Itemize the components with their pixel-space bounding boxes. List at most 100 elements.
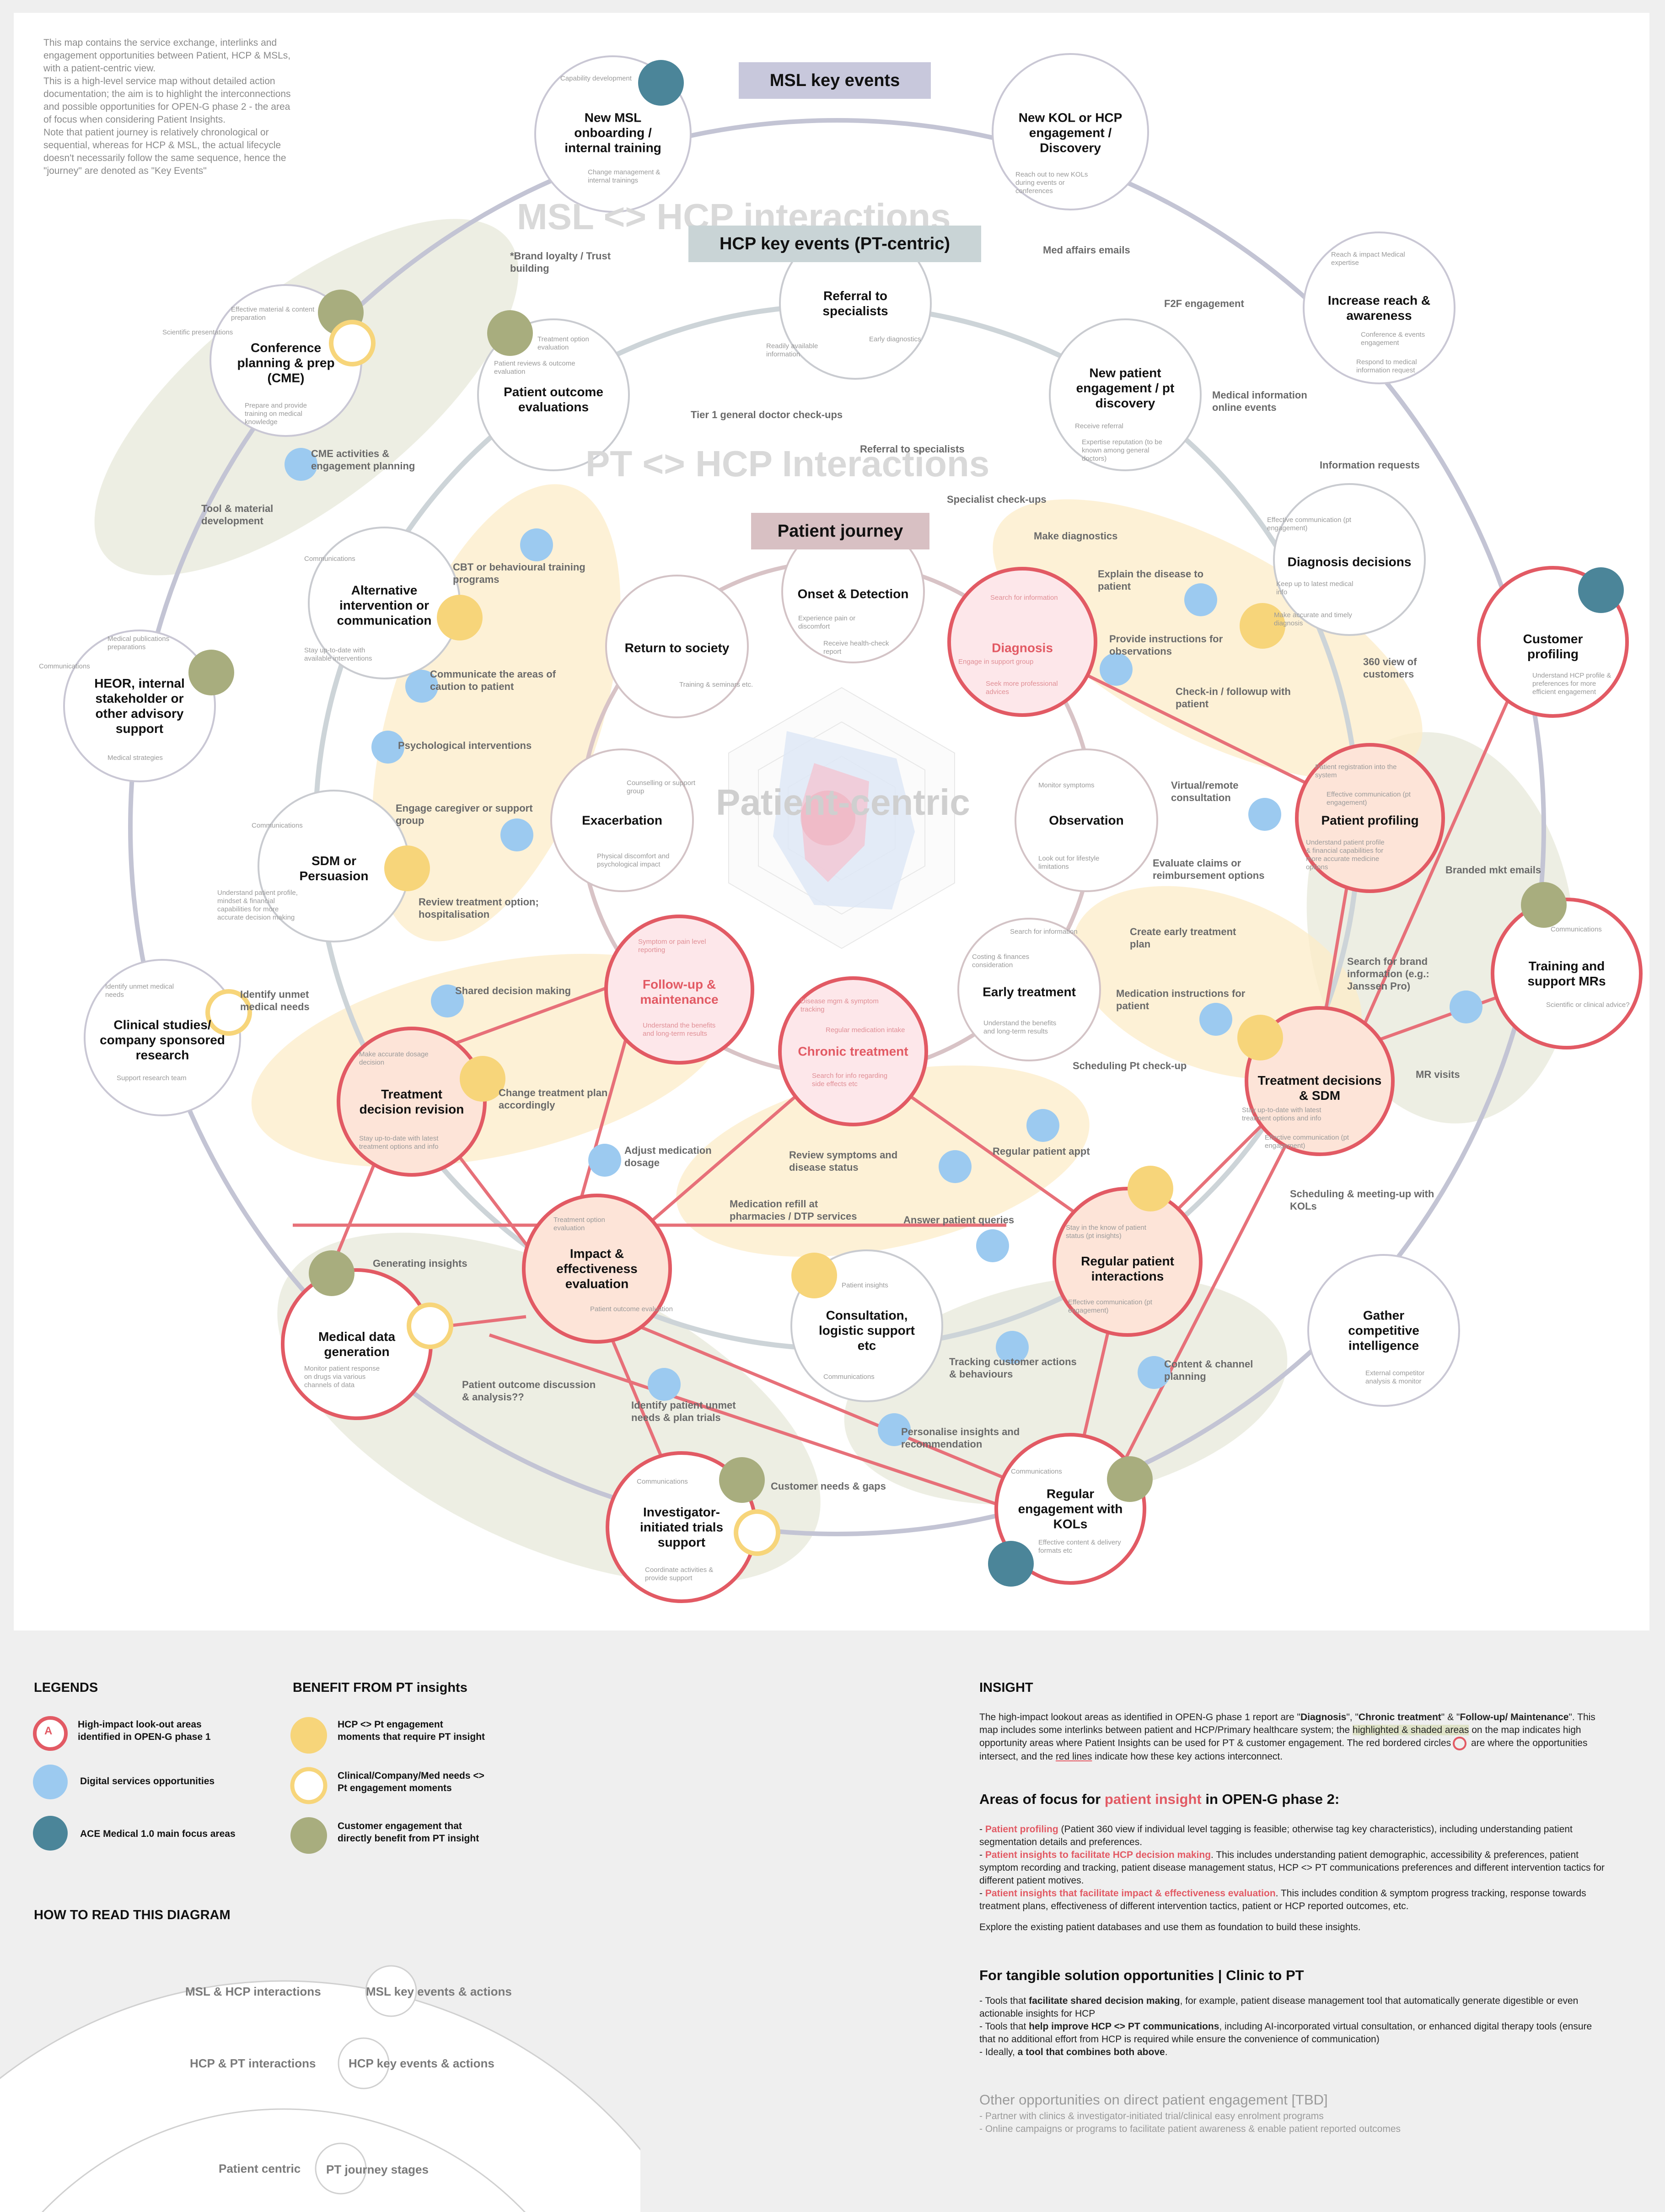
edge-label: Content & channel planning: [1164, 1358, 1253, 1382]
new-msl-title: New MSL onboarding / internal training: [564, 110, 661, 155]
legend-item-ace: ACE Medical 1.0 main focus areas: [80, 1829, 236, 1839]
heor-note: Communications: [39, 662, 90, 670]
text: help improve HCP <> PT communications: [1029, 2021, 1219, 2032]
text: " & ": [1441, 1712, 1460, 1722]
benefit-item-hcp-pt: HCP <> Pt engagement moments that requir…: [338, 1719, 485, 1742]
benefit-item-clinical: Clinical/Company/Med needs <> Pt engagem…: [338, 1771, 484, 1793]
msl-ring: [128, 118, 1546, 1536]
observation-note: Look out for lifestyle limitations: [1038, 855, 1100, 871]
chronic-title: Chronic treatment: [798, 1044, 908, 1059]
observation-note: Monitor symptoms: [1038, 781, 1095, 789]
edge-label: Check-in / followup with patient: [1176, 686, 1291, 710]
patient-outcome-title: Patient outcome evaluations: [504, 385, 603, 414]
edge-label: Evaluate claims or reimbursement options: [1153, 857, 1265, 881]
treatment-revision-note: Make accurate dosage decision: [359, 1050, 429, 1066]
med-data-title: Medical data generation: [318, 1329, 396, 1359]
other-item: - Partner with clinics & investigator-in…: [979, 2111, 1324, 2121]
text: Follow-up/ Maintenance: [1460, 1712, 1569, 1722]
chronic-note: Disease mgm & symptom tracking: [800, 997, 879, 1013]
treatment-sdm-note: Effective communication (pt engagement): [1265, 1134, 1349, 1150]
heor-note: Medical publications preparations: [107, 635, 170, 651]
text: ". This map includes some interlinks bet…: [979, 1712, 1595, 1735]
edge-label: Tier 1 general doctor check-ups: [691, 409, 843, 420]
text: Patient profiling: [985, 1824, 1058, 1835]
edge-label: Generating insights: [373, 1258, 467, 1269]
new-patient-title: New patient engagement / pt discovery: [1076, 366, 1175, 410]
regular-patient-title: Regular patient interactions: [1081, 1254, 1174, 1283]
follow-up-note: Symptom or pain level reporting: [638, 938, 706, 954]
clinical-studies-title: Clinical studies/ company sponsored rese…: [100, 1017, 225, 1062]
edge-label: Review treatment option; hospitalisation: [419, 896, 539, 920]
patient-profiling-title: Patient profiling: [1321, 813, 1419, 828]
diagnosis-note: Seek more professional advices: [986, 680, 1058, 696]
sdm-persuasion-note: Understand patient profile, mindset & fi…: [217, 889, 298, 921]
yellow-ring-markers: [205, 320, 780, 1556]
legend-a-icon: A: [44, 1725, 53, 1737]
node-circles: [63, 53, 1643, 1603]
benefit-item-customer: Customer engagement that directly benefi…: [338, 1821, 479, 1844]
edge-label: Adjust medication dosage: [624, 1145, 712, 1168]
intro-line: sequential, whereas for HCP & MSL, the a…: [43, 140, 281, 151]
impact-note: Patient outcome evaluation: [590, 1305, 673, 1313]
chronic-note: Search for info regarding side effects e…: [812, 1072, 888, 1088]
patient-profiling-note: Effective communication (pt engagement): [1327, 791, 1411, 807]
edge-label: MR visits: [1416, 1069, 1460, 1080]
chronic-note: Regular medication intake: [826, 1026, 905, 1034]
text: - Ideally,: [979, 2047, 1018, 2057]
how-outer-label: MSL & HCP interactions: [185, 1985, 321, 1998]
intro-line: with a patient-centric view.: [43, 63, 156, 74]
conference-title: Conference planning & prep (CME): [237, 340, 335, 385]
patient-profiling-note: Understand patient profile & financial c…: [1306, 839, 1385, 871]
text: indicate how these key actions interconn…: [1092, 1751, 1283, 1762]
tangible-heading: For tangible solution opportunities | Cl…: [979, 1967, 1304, 1983]
legend-icons: [33, 1716, 68, 1851]
insight-title: INSIGHT: [979, 1680, 1033, 1695]
customer-profiling-note: Understand HCP profile & preferences for…: [1532, 672, 1611, 696]
edge-label: Review symptoms and disease status: [789, 1149, 898, 1173]
referral-title: Referral to specialists: [822, 289, 888, 318]
text: on the map indicates high opportunity ar…: [979, 1725, 1581, 1749]
patient-outcome-note: Treatment option evaluation: [537, 335, 589, 351]
regular-kols-note: Communications: [1011, 1468, 1062, 1475]
new-patient-note: Expertise reputation (to be known among …: [1082, 438, 1162, 463]
increase-reach-title: Increase reach & awareness: [1327, 293, 1431, 323]
impact-title: Impact & effectiveness evaluation: [556, 1246, 638, 1291]
edge-label: Med affairs emails: [1043, 244, 1130, 256]
return-society-note: Training & seminars etc.: [679, 681, 753, 689]
onset-title: Onset & Detection: [797, 587, 909, 601]
edge-label: Information requests: [1320, 459, 1420, 471]
edge-label: CBT or behavioural training programs: [453, 561, 585, 585]
text: in OPEN-G phase 2:: [1201, 1791, 1340, 1807]
onset-note: Experience pain or discomfort: [798, 614, 856, 630]
edge-label: Shared decision making: [455, 985, 571, 996]
regular-kols-title: Regular engagement with KOLs: [1018, 1486, 1123, 1531]
treatment-revision-note: Stay up-to-date with latest treatment op…: [359, 1135, 439, 1151]
how-outer-events-label: MSL key events & actions: [366, 1985, 512, 1998]
text: - Tools that: [979, 2021, 1029, 2032]
heor-title: HEOR, internal stakeholder or other advi…: [94, 676, 185, 736]
teal-markers: [638, 60, 1624, 1587]
edge-label: Tool & material development: [201, 503, 274, 527]
text: are where the opportunities intersect, a…: [979, 1738, 1588, 1762]
conference-note: Prepare and provide training on medical …: [245, 402, 307, 426]
focus-heading: Areas of focus for patient insight in OP…: [979, 1791, 1339, 1808]
edge-label: Explain the disease to patient: [1098, 568, 1204, 592]
iit-note: Communications: [637, 1478, 688, 1485]
text: -: [979, 1824, 985, 1835]
edge-label: Identify patient unmet needs & plan tria…: [631, 1399, 736, 1423]
diagnosis-decisions-note: Make accurate and timely diagnosis: [1274, 611, 1352, 627]
training-mrs-title: Training and support MRs: [1527, 959, 1606, 988]
service-map-panel: This map contains the service exchange, …: [14, 13, 1649, 1631]
early-treatment-note: Search for information: [1010, 928, 1078, 936]
patient-profiling-note: Patient registration into the system: [1315, 763, 1397, 779]
tangible-item: - Tools that facilitate shared decision …: [979, 1995, 1611, 2020]
radar-chart: [728, 687, 955, 949]
intro-line: of focus when considering Patient Insigh…: [43, 114, 226, 125]
heor-note: Medical strategies: [107, 754, 163, 762]
how-inner-label: Patient centric: [219, 2162, 301, 2175]
text: Diagnosis: [1300, 1712, 1347, 1722]
text: -: [979, 1850, 985, 1860]
edge-label: Referral to specialists: [860, 443, 965, 455]
edge-label: Branded mkt emails: [1445, 864, 1541, 876]
msl-key-events-header: MSL key events: [739, 62, 931, 99]
